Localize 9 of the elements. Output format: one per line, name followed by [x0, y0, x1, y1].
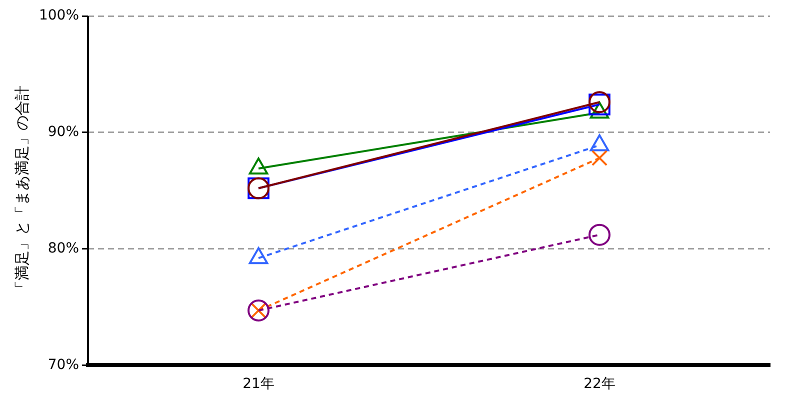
y-tick-label: 80%	[48, 240, 80, 256]
point	[588, 224, 611, 246]
x-tick-label: 21年	[242, 376, 274, 392]
point	[591, 150, 608, 166]
y-tick-label: 90%	[48, 124, 80, 140]
y-tick-label: 70%	[48, 356, 80, 373]
x-tick-label: 22年	[584, 376, 616, 392]
y-tick-label: 100%	[38, 8, 80, 24]
y-axis-title: 「満足」と「まあ満足」の合計	[12, 86, 31, 296]
